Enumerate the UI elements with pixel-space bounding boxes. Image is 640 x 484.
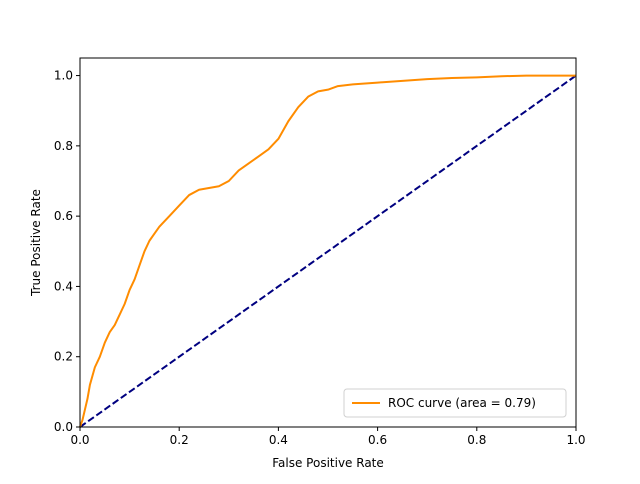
y-axis-label: True Positive Rate (29, 189, 43, 297)
y-tick-label: 1.0 (54, 69, 73, 83)
roc-curve-line (79, 74, 576, 428)
y-axis-ticks: 0.0 0.2 0.4 0.6 0.8 1.0 (54, 69, 80, 434)
x-tick-label: 0.8 (467, 433, 486, 447)
x-tick-label: 1.0 (566, 433, 585, 447)
y-tick-label: 0.8 (54, 139, 73, 153)
x-tick-label: 0.4 (269, 433, 288, 447)
y-tick-label: 0.6 (54, 209, 73, 223)
y-tick-label: 0.0 (54, 420, 73, 434)
legend-label-roc: ROC curve (area = 0.79) (388, 396, 536, 410)
y-tick-label: 0.4 (54, 279, 73, 293)
legend: ROC curve (area = 0.79) (343, 388, 567, 418)
x-axis-ticks: 0.0 0.2 0.4 0.6 0.8 1.0 (70, 427, 586, 447)
plot-frame (79, 57, 577, 428)
x-tick-label: 0.0 (70, 433, 89, 447)
plot-layer (79, 74, 577, 428)
x-tick-label: 0.2 (170, 433, 189, 447)
x-tick-label: 0.6 (368, 433, 387, 447)
legend-box (343, 388, 567, 418)
y-tick-label: 0.2 (54, 350, 73, 364)
x-axis-label: False Positive Rate (272, 456, 384, 470)
diagonal-reference-line (79, 74, 577, 428)
